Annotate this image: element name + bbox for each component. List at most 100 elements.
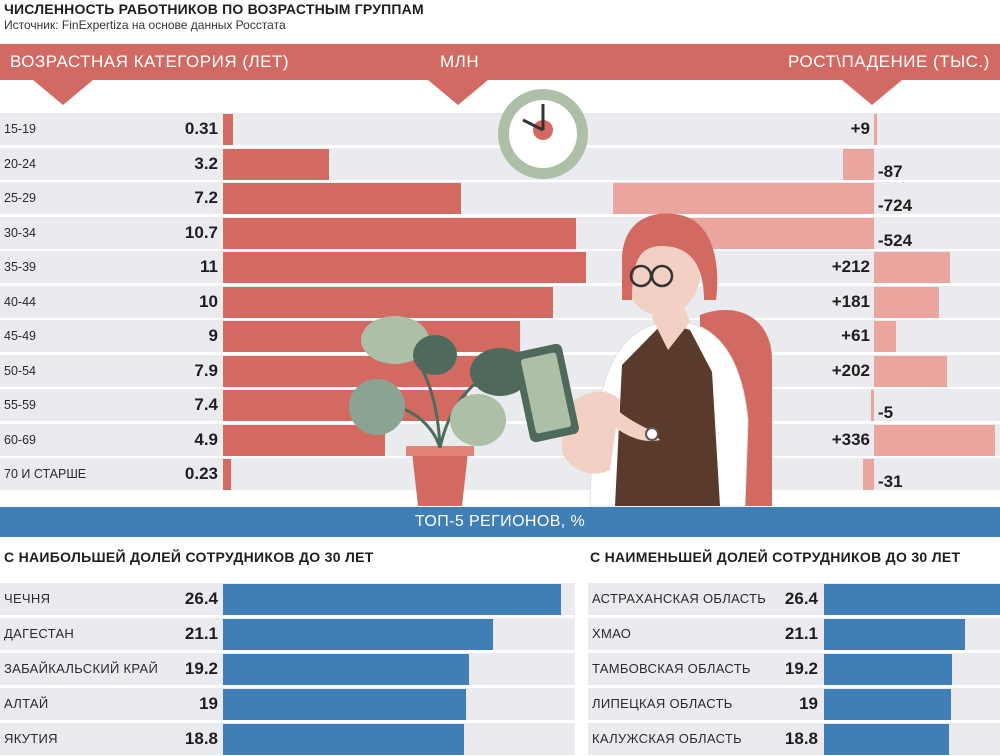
region-value-label: 19 bbox=[199, 694, 218, 713]
region-value-label: 18.8 bbox=[184, 729, 218, 748]
age-label: 45-49 bbox=[4, 329, 36, 343]
change-value-label: -5 bbox=[878, 403, 894, 422]
region-value-label: 21.1 bbox=[184, 624, 218, 643]
millions-value-label: 0.23 bbox=[184, 464, 218, 483]
change-bar bbox=[874, 321, 896, 352]
millions-value-label: 10.7 bbox=[184, 222, 218, 242]
region-bar bbox=[223, 689, 467, 720]
change-bar bbox=[874, 355, 947, 387]
page-title: ЧИСЛЕННОСТЬ РАБОТНИКОВ ПО ВОЗРАСТНЫМ ГРУ… bbox=[4, 1, 424, 17]
region-value-label: 26.4 bbox=[784, 589, 818, 608]
change-value-label: -724 bbox=[878, 196, 913, 215]
region-label: ДАГЕСТАН bbox=[4, 626, 75, 641]
woman-figure bbox=[513, 213, 772, 507]
change-value-label: +9 bbox=[850, 119, 870, 138]
millions-bar bbox=[223, 424, 385, 456]
millions-value-label: 9 bbox=[208, 326, 218, 345]
region-bar bbox=[824, 619, 965, 650]
change-heading: РОСТ\ПАДЕНИЕ (ТЫС.) bbox=[788, 52, 990, 71]
change-bar bbox=[842, 148, 874, 180]
age-label: 55-59 bbox=[4, 398, 36, 412]
region-value-label: 19.2 bbox=[784, 659, 818, 678]
millions-pointer-triangle bbox=[428, 80, 488, 105]
age-row bbox=[0, 458, 1000, 490]
region-label: ЗАБАЙКАЛЬСКИЙ КРАЙ bbox=[4, 661, 159, 676]
change-bar bbox=[871, 390, 874, 421]
millions-value-label: 4.9 bbox=[194, 429, 218, 449]
change-bar bbox=[862, 459, 874, 490]
millions-bar bbox=[223, 390, 468, 421]
lowest-share-heading: С НАИМЕНЬШЕЙ ДОЛЕЙ СОТРУДНИКОВ ДО 30 ЛЕТ bbox=[590, 549, 961, 565]
age-label: 40-44 bbox=[4, 294, 36, 309]
header-band bbox=[0, 44, 1000, 80]
change-bar bbox=[685, 217, 874, 249]
region-label: ЯКУТИЯ bbox=[4, 731, 58, 746]
highest-share-heading: С НАИБОЛЬШЕЙ ДОЛЕЙ СОТРУДНИКОВ ДО 30 ЛЕТ bbox=[4, 549, 374, 565]
region-bar bbox=[824, 584, 1000, 615]
region-label: ЛИПЕЦКАЯ ОБЛАСТЬ bbox=[592, 696, 733, 711]
age-label: 35-39 bbox=[4, 260, 36, 274]
millions-bar bbox=[223, 114, 234, 145]
change-value-label: +212 bbox=[831, 257, 870, 276]
age-label: 15-19 bbox=[4, 122, 36, 136]
plant-icon bbox=[349, 316, 530, 506]
millions-value-label: 7.9 bbox=[194, 360, 218, 380]
age-pointer-triangle bbox=[33, 80, 93, 105]
change-value-label: +181 bbox=[831, 291, 870, 311]
clock-icon bbox=[498, 89, 588, 179]
change-value-label: +336 bbox=[831, 429, 870, 449]
region-label: ХМАО bbox=[592, 626, 632, 641]
region-bar bbox=[223, 654, 469, 685]
millions-bar bbox=[223, 148, 329, 180]
change-bar bbox=[874, 424, 995, 456]
millions-value-label: 10 bbox=[199, 291, 218, 311]
millions-value-label: 11 bbox=[200, 257, 218, 276]
age-label: 30-34 bbox=[4, 225, 36, 240]
region-bar bbox=[824, 689, 951, 720]
millions-heading: МЛН bbox=[440, 52, 480, 71]
age-label: 70 И СТАРШЕ bbox=[4, 467, 87, 481]
age-label: 25-29 bbox=[4, 191, 36, 205]
millions-bar bbox=[223, 459, 231, 490]
region-label: КАЛУЖСКАЯ ОБЛАСТЬ bbox=[592, 731, 742, 746]
change-value-label: -524 bbox=[878, 230, 913, 250]
region-value-label: 19.2 bbox=[184, 659, 218, 678]
region-value-label: 18.8 bbox=[784, 729, 818, 748]
millions-value-label: 7.2 bbox=[194, 188, 218, 207]
change-bar bbox=[874, 252, 951, 283]
change-value-label: -31 bbox=[878, 472, 903, 491]
age-label: 50-54 bbox=[4, 363, 36, 378]
change-pointer-triangle bbox=[842, 80, 902, 105]
change-value-label: -87 bbox=[878, 161, 903, 181]
region-bar bbox=[223, 584, 561, 615]
region-bar bbox=[223, 724, 464, 755]
region-bar bbox=[824, 724, 950, 755]
change-bar bbox=[874, 114, 878, 145]
age-category-heading: ВОЗРАСТНАЯ КАТЕГОРИЯ (ЛЕТ) bbox=[10, 52, 290, 71]
millions-value-label: 7.4 bbox=[194, 395, 218, 414]
change-value-label: +61 bbox=[841, 326, 870, 345]
change-value-label: +202 bbox=[831, 360, 870, 380]
regions-title: ТОП-5 РЕГИОНОВ, % bbox=[414, 513, 586, 530]
region-bar bbox=[824, 654, 952, 685]
millions-bar bbox=[223, 217, 577, 249]
region-bar bbox=[223, 619, 494, 650]
region-label: АЛТАЙ bbox=[4, 696, 49, 711]
millions-bar bbox=[223, 183, 461, 214]
millions-value-label: 0.31 bbox=[184, 119, 218, 138]
age-row bbox=[0, 147, 1000, 180]
source-note: Источник: FinExpertiza на основе данных … bbox=[4, 18, 286, 32]
region-value-label: 21.1 bbox=[784, 624, 818, 643]
age-label: 60-69 bbox=[4, 432, 36, 447]
region-label: ТАМБОВСКАЯ ОБЛАСТЬ bbox=[592, 661, 751, 676]
millions-bar bbox=[223, 252, 586, 283]
region-value-label: 26.4 bbox=[184, 589, 218, 608]
region-value-label: 19 bbox=[799, 694, 818, 713]
change-bar bbox=[874, 286, 940, 318]
millions-value-label: 3.2 bbox=[194, 153, 218, 173]
region-label: АСТРАХАНСКАЯ ОБЛАСТЬ bbox=[592, 591, 767, 606]
region-label: ЧЕЧНЯ bbox=[4, 591, 51, 606]
millions-bar bbox=[223, 286, 553, 318]
age-label: 20-24 bbox=[4, 156, 36, 171]
